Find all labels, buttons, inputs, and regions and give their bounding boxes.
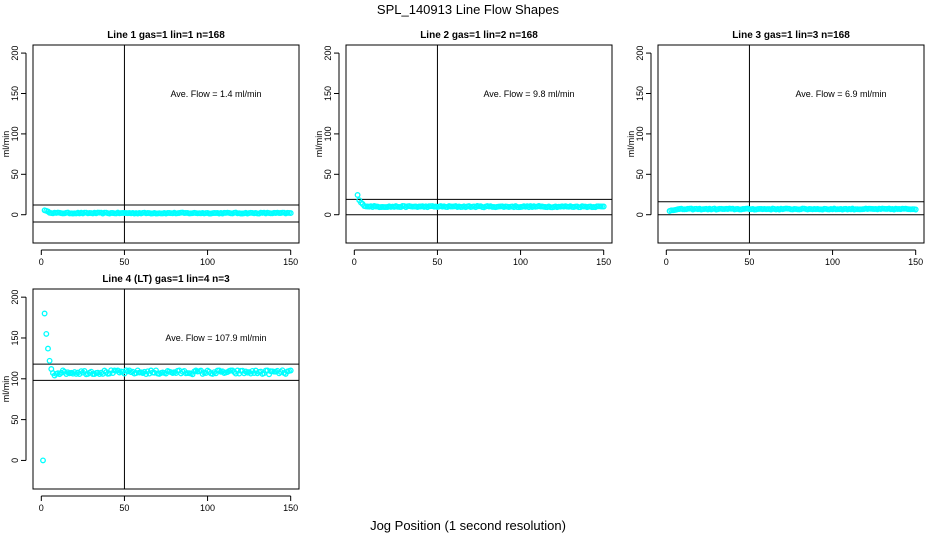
chart-4-data-point: [46, 357, 53, 364]
chart-4-plot-frame: [32, 288, 300, 490]
chart-1-x-tick-label: 100: [200, 257, 215, 267]
chart-1-annotation: Ave. Flow = 1.4 ml/min: [170, 89, 261, 99]
chart-3-y-tick-label: 100: [635, 126, 645, 141]
figure-title: SPL_140913 Line Flow Shapes: [376, 2, 560, 17]
chart-3-plot-frame: [657, 44, 925, 244]
chart-2-title: Line 2 gas=1 lin=2 n=168: [420, 30, 538, 41]
chart-2-y-axis-label: ml/min: [314, 131, 324, 158]
chart-4-x-tick-label: 50: [119, 503, 129, 513]
chart-2-y-tick-label: 200: [323, 46, 333, 61]
chart-3-y-tick-label: 50: [635, 169, 645, 179]
chart-2-y-tick-label: 0: [323, 212, 333, 217]
chart-2-data-point: [600, 203, 607, 210]
chart-3-y-tick-label: 150: [635, 86, 645, 101]
chart-3-x-tick-label: 0: [664, 257, 669, 267]
chart-1-y-tick-label: 50: [10, 169, 20, 179]
figure-x-axis-label: Jog Position (1 second resolution): [370, 518, 566, 533]
chart-4-data-point: [41, 310, 48, 317]
chart-3-data-point: [912, 206, 919, 213]
chart-2-y-tick-label: 50: [323, 169, 333, 179]
chart-1-y-tick-label: 0: [10, 212, 20, 217]
chart-1-x-tick-label: 50: [119, 257, 129, 267]
chart-3-y-tick-label: 200: [635, 46, 645, 61]
chart-3-y-tick-label: 0: [635, 212, 645, 217]
chart-4-data-point: [40, 457, 46, 464]
chart-2-y-tick-label: 100: [323, 126, 333, 141]
chart-3-x-tick-label: 100: [825, 257, 840, 267]
chart-1-y-tick-label: 100: [10, 126, 20, 141]
chart-4-x-tick-label: 150: [283, 503, 298, 513]
chart-2-data-point: [354, 192, 361, 198]
chart-3-annotation: Ave. Flow = 6.9 ml/min: [795, 89, 886, 99]
chart-4-annotation: Ave. Flow = 107.9 ml/min: [165, 333, 266, 343]
chart-4-y-tick-label: 0: [10, 458, 20, 463]
chart-3-x-tick-label: 50: [744, 257, 754, 267]
chart-4-y-axis-label: ml/min: [1, 376, 11, 403]
chart-4-y-tick-label: 50: [10, 415, 20, 425]
chart-3-x-tick-label: 150: [908, 257, 923, 267]
chart-1-y-axis-label: ml/min: [1, 131, 11, 158]
chart-1-data-point: [287, 210, 294, 217]
chart-4-data-point: [287, 367, 294, 374]
chart-4-title: Line 4 (LT) gas=1 lin=4 n=3: [102, 274, 230, 285]
chart-2-x-tick-label: 50: [432, 257, 442, 267]
chart-1-plot-frame: [32, 44, 300, 244]
chart-4-x-tick-label: 0: [39, 503, 44, 513]
chart-2-x-tick-label: 150: [596, 257, 611, 267]
chart-1-x-tick-label: 0: [39, 257, 44, 267]
chart-2-y-tick-label: 150: [323, 86, 333, 101]
chart-1-title: Line 1 gas=1 lin=1 n=168: [107, 30, 225, 41]
chart-4-x-tick-label: 100: [200, 503, 215, 513]
chart-4-y-tick-label: 150: [10, 330, 20, 345]
chart-2-x-tick-label: 100: [513, 257, 528, 267]
chart-4-y-tick-label: 200: [10, 290, 20, 305]
chart-2-x-tick-label: 0: [352, 257, 357, 267]
chart-4-data-point: [45, 345, 51, 352]
chart-1-y-tick-label: 150: [10, 86, 20, 101]
chart-3-title: Line 3 gas=1 lin=3 n=168: [732, 30, 850, 41]
chart-2-plot-frame: [345, 44, 613, 244]
chart-1-x-tick-label: 150: [283, 257, 298, 267]
chart-4-data-point: [43, 330, 50, 337]
chart-3-y-axis-label: ml/min: [626, 131, 636, 158]
chart-1-y-tick-label: 200: [10, 46, 20, 61]
chart-4-y-tick-label: 100: [10, 371, 20, 386]
chart-2-annotation: Ave. Flow = 9.8 ml/min: [483, 89, 574, 99]
